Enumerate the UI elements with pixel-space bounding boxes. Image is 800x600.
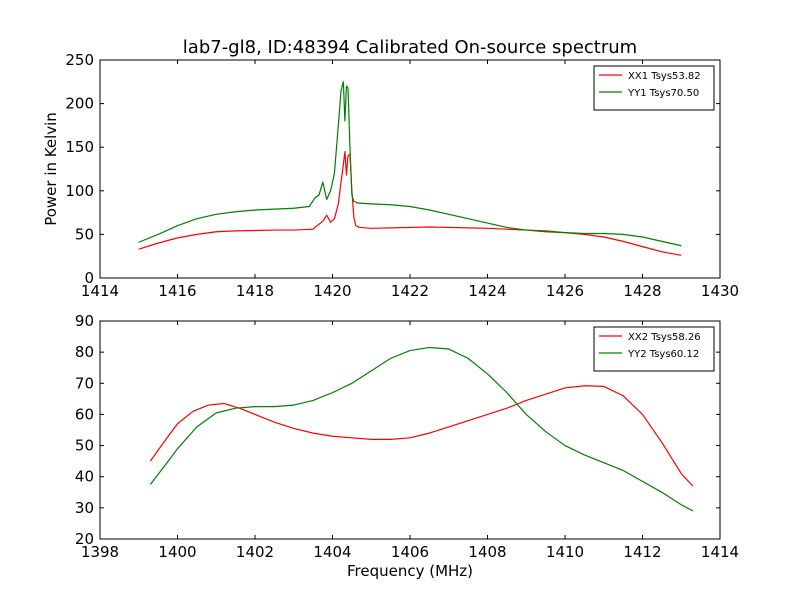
y-tick-label: 40	[75, 468, 94, 486]
x-tick-label: 1414	[701, 543, 739, 561]
x-tick-label: 1430	[701, 282, 739, 300]
x-tick-label: 1410	[546, 543, 584, 561]
x-tick-label: 1420	[313, 282, 351, 300]
y-tick-label: 50	[75, 225, 94, 243]
y-tick-label: 20	[75, 530, 94, 548]
legend-label: XX1 Tsys53.82	[628, 71, 701, 82]
series-line-2-1	[149, 385, 694, 487]
y-tick-label: 30	[75, 499, 94, 517]
y-axis-label: Power in Kelvin	[42, 112, 60, 226]
x-tick-label: 1426	[546, 282, 584, 300]
legend-label: XX2 Tsys58.26	[628, 332, 701, 343]
y-tick-label: 90	[75, 312, 94, 330]
x-tick-label: 1414	[81, 282, 119, 300]
axes-1: 1414 1416 1418 1420 1422 1424 1426 1428 1430 0 50 1…	[42, 51, 739, 300]
y-tick-label: 50	[75, 437, 94, 455]
x-tick-label: 1422	[391, 282, 429, 300]
x-tick-label: 1406	[391, 543, 429, 561]
x-tick-label: 1398	[81, 543, 119, 561]
series-line-1-2	[138, 81, 682, 247]
x-tick-label: 1404	[313, 543, 351, 561]
y-tick-label: 250	[65, 51, 94, 69]
x-tick-label: 1412	[623, 543, 661, 561]
legend-box	[593, 65, 715, 111]
axes-2: 1398 1400 1402 1404 1406 1408 1410 1412 1414 20 30…	[75, 312, 739, 580]
y-tick-label: 60	[75, 405, 94, 423]
x-tick-label: 1408	[468, 543, 506, 561]
x-axis-label: Frequency (MHz)	[347, 562, 473, 580]
x-tick-label: 1416	[158, 282, 196, 300]
plots-container: 1414 1416 1418 1420 1422 1424 1426 1428 14300501…	[42, 51, 739, 580]
y-tick-label: 70	[75, 374, 94, 392]
series-line-2-2	[149, 346, 694, 512]
legend-label: YY1 Tsys70.50	[627, 88, 699, 99]
legend: XX2 Tsys58.26 YY2 Tsys60.12	[593, 326, 715, 372]
y-tick-label: 150	[65, 138, 94, 156]
x-tick-label: 1418	[236, 282, 274, 300]
x-tick-label: 1424	[468, 282, 506, 300]
x-tick-label: 1400	[158, 543, 196, 561]
y-tick-label: 0	[84, 269, 94, 287]
x-tick-label: 1402	[236, 543, 274, 561]
legend: XX1 Tsys53.82 YY1 Tsys70.50	[593, 65, 715, 111]
y-tick-label: 80	[75, 343, 94, 361]
legend-box	[593, 326, 715, 372]
y-tick-label: 200	[65, 95, 94, 113]
figure-title: lab7-gl8, ID:48394 Calibrated On-source …	[183, 37, 637, 58]
x-tick-label: 1428	[623, 282, 661, 300]
y-tick-label: 100	[65, 182, 94, 200]
legend-label: YY2 Tsys60.12	[627, 349, 699, 360]
